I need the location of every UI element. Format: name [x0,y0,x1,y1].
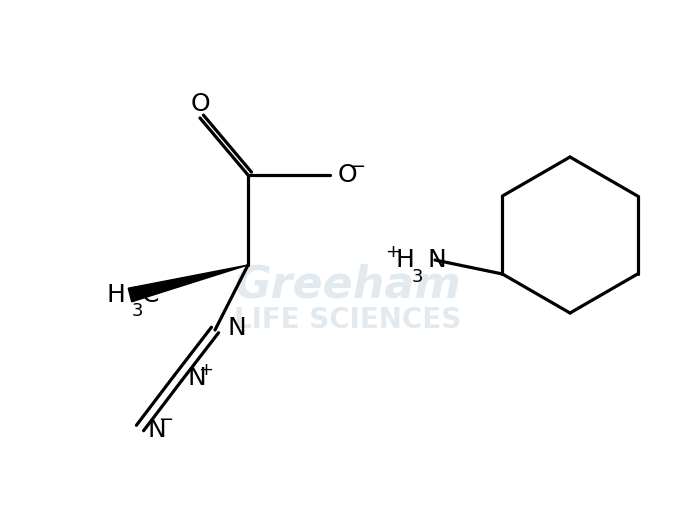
Text: N: N [148,418,167,442]
Text: +: + [386,243,400,261]
Text: 3: 3 [411,268,422,286]
Text: LIFE SCIENCES: LIFE SCIENCES [235,306,461,334]
Text: N: N [427,248,445,272]
Text: N: N [227,316,246,340]
Text: −: − [159,411,173,429]
Text: H: H [395,248,414,272]
Text: O: O [190,92,209,116]
Text: C: C [142,283,159,307]
Text: N: N [188,366,207,390]
Text: −: − [351,158,365,176]
Text: 3: 3 [132,302,143,320]
Text: H: H [106,283,125,307]
Polygon shape [128,265,248,302]
Text: +: + [198,361,214,379]
Text: O: O [338,163,358,187]
Text: Greeham: Greeham [235,264,461,306]
